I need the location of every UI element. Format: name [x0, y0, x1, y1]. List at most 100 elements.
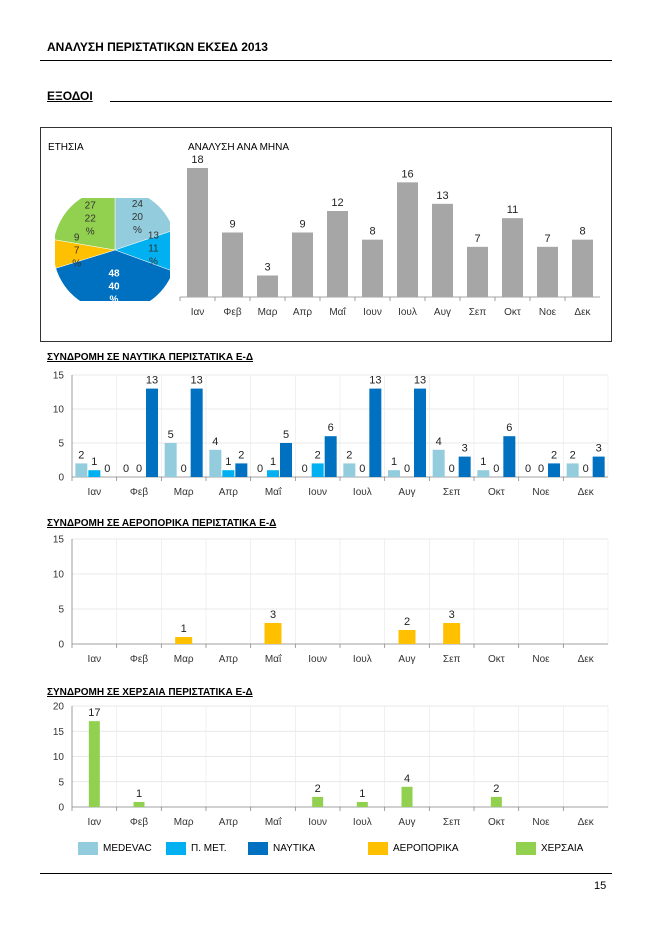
data-label: 13	[414, 375, 426, 387]
data-label: 1	[136, 788, 142, 800]
y-tick-label: 15	[53, 371, 65, 382]
data-label: 3	[449, 609, 455, 621]
data-label: 1	[91, 456, 97, 468]
summary-box	[40, 127, 612, 342]
pie-slice	[114, 231, 170, 271]
data-label: 0	[538, 463, 544, 475]
x-tick-label: Ιουν	[363, 307, 382, 318]
data-label: 18	[191, 154, 203, 166]
x-tick-label: Αυγ	[434, 307, 451, 318]
data-label: 0	[449, 463, 455, 475]
x-tick-label: Ιαν	[88, 817, 102, 828]
pie-pct-label: 11	[148, 243, 159, 254]
bar	[592, 456, 605, 477]
y-tick-label: 0	[58, 640, 64, 651]
data-label: 1	[391, 456, 397, 468]
pie-slice	[55, 239, 116, 269]
legend-item-air: ΑΕΡΟΠΟΡΙΚΑ	[368, 842, 459, 855]
data-label: 8	[579, 226, 585, 238]
pie-pct-label: 40	[108, 281, 120, 292]
section-title: ΕΞΟΔΟΙ	[47, 89, 93, 103]
x-tick-label: Μαΐ	[265, 816, 282, 828]
data-label: 1	[181, 623, 187, 635]
data-label: 9	[229, 219, 235, 231]
x-tick-label: Οκτ	[504, 307, 521, 318]
x-tick-label: Ιαν	[191, 307, 205, 318]
legend-label: ΑΕΡΟΠΟΡΙΚΑ	[393, 843, 459, 854]
x-tick-label: Σεπ	[469, 307, 487, 318]
x-tick-label: Δεκ	[574, 307, 591, 318]
x-tick-label: Οκτ	[488, 654, 505, 665]
x-tick-label: Απρ	[219, 817, 239, 828]
land-bar-chart: 0 5 10 15 20 Ιαν Φεβ Μαρ Απρ Μαΐ Ιουν Ιουλ Αυγ Σεπ Οκτ…	[53, 702, 609, 828]
y-tick-label: 10	[53, 405, 65, 416]
data-label: 2	[570, 449, 576, 461]
x-tick-label: Νοε	[532, 487, 550, 498]
x-tick-label: Μαΐ	[265, 486, 282, 498]
bar	[164, 443, 177, 477]
x-tick-label: Φεβ	[130, 487, 148, 498]
data-label: 0	[123, 463, 129, 475]
bar	[503, 436, 516, 477]
x-tick-label: Νοε	[532, 817, 550, 828]
legend-label: ΝΑΥΤΙΚΑ	[273, 843, 316, 854]
bar	[88, 470, 101, 477]
legend-item-land: ΧΕΡΣΑΙΑ	[516, 842, 583, 855]
bar	[187, 168, 208, 297]
x-tick-label: Ιουν	[308, 487, 327, 498]
bar	[443, 623, 461, 644]
x-tick-label: Μαρ	[258, 307, 278, 318]
x-tick-label: Ιουλ	[353, 654, 372, 665]
pie-value-label: 24	[132, 199, 144, 210]
bar	[369, 388, 382, 477]
bar	[356, 801, 368, 807]
bar	[397, 182, 418, 297]
monthly-title: ΑΝΑΛΥΣΗ ΑΝΑ ΜΗΝΑ	[188, 142, 290, 153]
bar	[398, 630, 416, 644]
pie-slice	[55, 249, 170, 301]
data-label: 2	[315, 449, 321, 461]
pie-value-label: 13	[148, 230, 160, 241]
y-tick-label: 0	[58, 473, 64, 484]
pie-value-label: 48	[108, 268, 120, 279]
x-tick-label: Οκτ	[488, 487, 505, 498]
legend-swatch	[166, 842, 186, 855]
x-tick-label: Ιουν	[308, 817, 327, 828]
x-tick-label: Ιαν	[88, 654, 102, 665]
bar	[209, 449, 222, 477]
y-tick-label: 10	[53, 570, 65, 581]
data-label: 2	[346, 449, 352, 461]
section-underline	[110, 101, 612, 102]
bar	[477, 470, 490, 477]
x-tick-label: Μαρ	[174, 654, 194, 665]
x-tick-label: Μαΐ	[265, 653, 282, 665]
land-chart-title: ΣΥΝΔΡΟΜΗ ΣΕ ΧΕΡΣΑΙΑ ΠΕΡΙΣΤΑΤΙΚΑ Ε-Δ	[47, 687, 253, 698]
data-label: 13	[146, 375, 158, 387]
pie-slices	[55, 198, 170, 301]
pie-pct-sign: %	[86, 227, 95, 238]
data-label: 0	[302, 463, 308, 475]
data-label: 6	[328, 422, 334, 434]
data-label: 9	[299, 219, 305, 231]
bar	[572, 239, 593, 297]
data-label: 13	[369, 375, 381, 387]
y-tick-label: 15	[53, 535, 65, 546]
bar	[222, 232, 243, 297]
data-label: 0	[136, 463, 142, 475]
x-tick-label: Μαΐ	[329, 306, 346, 318]
legend: MEDEVAC Π. ΜΕΤ. ΝΑΥΤΙΚΑ ΑΕΡΟΠΟΡΙΚΑ ΧΕΡΣΑ…	[78, 842, 618, 858]
data-label: 7	[474, 233, 480, 245]
data-label: 0	[493, 463, 499, 475]
data-label: 13	[191, 375, 203, 387]
bar	[292, 232, 313, 297]
x-tick-label: Σεπ	[443, 817, 461, 828]
data-label: 12	[331, 197, 343, 209]
data-label: 3	[264, 262, 270, 274]
x-tick-label: Ιαν	[88, 487, 102, 498]
x-tick-label: Δεκ	[578, 817, 595, 828]
x-tick-label: Ιουλ	[353, 487, 372, 498]
data-label: 2	[551, 449, 557, 461]
legend-item-pmet: Π. ΜΕΤ.	[166, 842, 227, 855]
bar	[388, 470, 400, 477]
